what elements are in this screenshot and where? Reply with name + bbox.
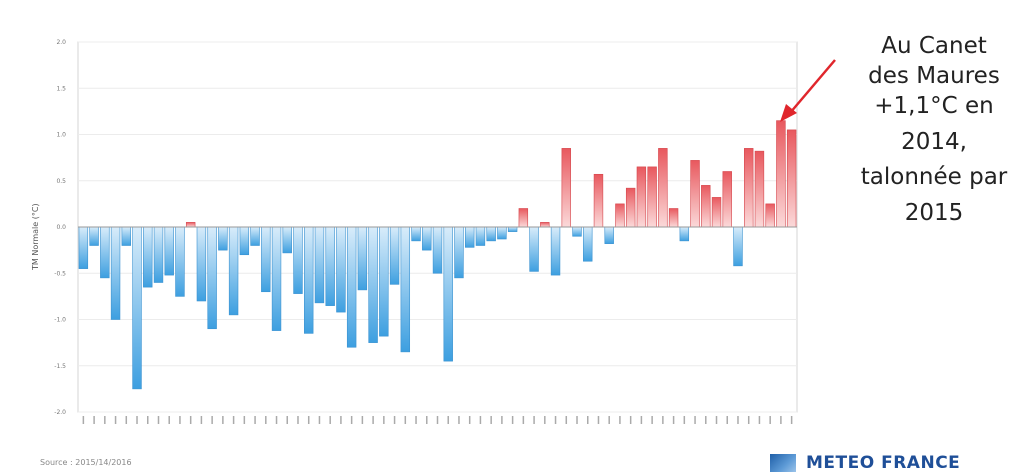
bar: [368, 226, 378, 343]
bar: [701, 185, 711, 228]
bar: [164, 226, 174, 276]
annotation-line: 2014,: [901, 129, 967, 155]
bar: [411, 226, 421, 242]
bar: [422, 226, 432, 251]
bar: [185, 222, 196, 228]
y-axis-ticks: 2.0 1.5 1.0 0.5 0.0 -0.5 -1.0 -1.5 -2.0: [54, 39, 66, 416]
bar: [518, 208, 529, 228]
annotation-line: talonnée par: [860, 164, 1008, 190]
bar: [722, 171, 732, 228]
bar: [733, 226, 743, 267]
bar: [304, 226, 314, 334]
logo-icon: [770, 454, 796, 472]
meteo-france-logo: METEO FRANCE: [770, 452, 960, 474]
y-tick-label: 0.0: [56, 224, 66, 231]
bar: [132, 226, 142, 390]
bar: [175, 226, 185, 297]
annotation-line: des Maures: [868, 63, 1000, 89]
bar: [550, 226, 561, 276]
bar: [207, 226, 217, 330]
bar: [143, 226, 153, 288]
bar: [357, 226, 368, 291]
bar: [776, 120, 786, 228]
y-tick-label: 0.5: [56, 178, 66, 185]
bar: [239, 226, 250, 256]
bar: [636, 166, 647, 228]
bar: [110, 226, 121, 320]
x-axis-ticks: [82, 416, 793, 424]
bar: [540, 222, 550, 228]
logo-text: METEO FRANCE: [806, 453, 961, 473]
bar: [561, 148, 571, 228]
y-tick-label: 1.0: [56, 132, 66, 139]
bar: [786, 129, 797, 228]
annotation-line: Au Canet: [881, 33, 987, 59]
bar: [228, 226, 239, 316]
bar: [314, 226, 325, 304]
source-note: Source : 2015/14/2016: [40, 458, 132, 467]
bar: [690, 160, 700, 228]
bar: [744, 148, 754, 228]
bar: [583, 226, 593, 262]
bar: [711, 197, 722, 228]
bar: [218, 226, 228, 251]
bar: [529, 226, 539, 272]
bar: [486, 226, 496, 242]
annotation-arrowhead: [780, 104, 797, 122]
bar: [282, 226, 292, 254]
bar: [464, 226, 475, 248]
y-tick-label: -1.5: [54, 363, 66, 370]
y-axis-label: TM Normale (°C): [31, 203, 40, 271]
y-tick-label: 2.0: [56, 39, 66, 46]
bar: [389, 226, 400, 285]
bar: [615, 203, 625, 228]
bar: [379, 226, 389, 337]
bar: [647, 166, 657, 228]
bar: [572, 226, 582, 237]
bar: [658, 148, 668, 228]
bar: [346, 226, 357, 348]
bar: [668, 208, 679, 228]
y-tick-label: -2.0: [54, 409, 66, 416]
y-tick-label: 1.5: [56, 85, 66, 92]
bar: [325, 226, 335, 306]
bar: [89, 226, 99, 246]
bar: [765, 203, 775, 228]
y-tick-label: -0.5: [54, 270, 66, 277]
bar: [336, 226, 346, 313]
bar: [454, 226, 464, 279]
annotation-line: +1,1°C en: [874, 93, 994, 119]
bar: [78, 226, 89, 269]
annotation-line: 2015: [904, 200, 964, 226]
bar: [293, 226, 303, 294]
bar: [432, 226, 443, 274]
bar: [679, 226, 690, 242]
chart-bars: [78, 120, 797, 390]
bar: [400, 226, 411, 353]
bar: [497, 226, 507, 240]
bar: [443, 226, 453, 362]
bar: [121, 226, 131, 246]
bar: [196, 226, 207, 302]
y-tick-label: -1.0: [54, 317, 66, 324]
bar: [153, 226, 164, 283]
bar: [604, 226, 614, 244]
bar: [507, 226, 518, 232]
bar: [261, 226, 271, 293]
annotation-arrow: [789, 59, 836, 114]
bar: [593, 173, 604, 228]
annotation: Au Canet des Maures +1,1°C en 2014, talo…: [846, 32, 1022, 262]
bar: [271, 226, 282, 331]
bar: [754, 150, 765, 228]
bar: [250, 226, 260, 246]
bar: [475, 226, 486, 246]
bar: [100, 226, 110, 279]
bar: [625, 187, 636, 228]
